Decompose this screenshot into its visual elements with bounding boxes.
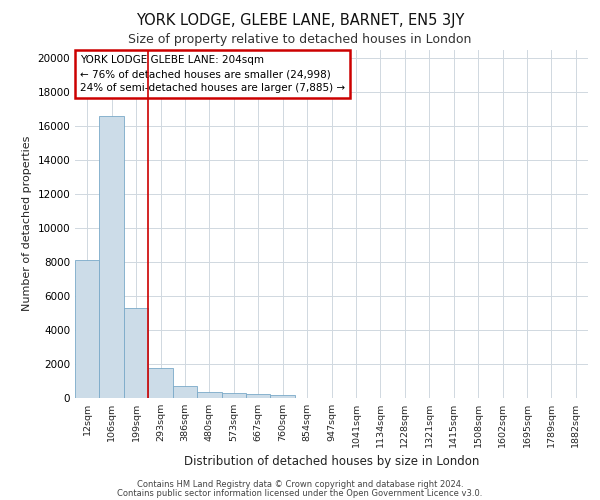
Bar bbox=[124, 308, 148, 398]
Bar bbox=[173, 386, 197, 398]
Bar bbox=[100, 116, 124, 398]
Text: YORK LODGE, GLEBE LANE, BARNET, EN5 3JY: YORK LODGE, GLEBE LANE, BARNET, EN5 3JY bbox=[136, 12, 464, 28]
Bar bbox=[221, 393, 246, 398]
Text: Contains HM Land Registry data © Crown copyright and database right 2024.: Contains HM Land Registry data © Crown c… bbox=[137, 480, 463, 489]
Bar bbox=[197, 392, 221, 398]
Text: Size of property relative to detached houses in London: Size of property relative to detached ho… bbox=[128, 32, 472, 46]
Y-axis label: Number of detached properties: Number of detached properties bbox=[22, 136, 32, 312]
Bar bbox=[148, 368, 173, 398]
Text: YORK LODGE GLEBE LANE: 204sqm
← 76% of detached houses are smaller (24,998)
24% : YORK LODGE GLEBE LANE: 204sqm ← 76% of d… bbox=[80, 55, 345, 93]
X-axis label: Distribution of detached houses by size in London: Distribution of detached houses by size … bbox=[184, 455, 479, 468]
Text: Contains public sector information licensed under the Open Government Licence v3: Contains public sector information licen… bbox=[118, 489, 482, 498]
Bar bbox=[271, 395, 295, 398]
Bar bbox=[246, 394, 271, 398]
Bar bbox=[75, 260, 100, 398]
